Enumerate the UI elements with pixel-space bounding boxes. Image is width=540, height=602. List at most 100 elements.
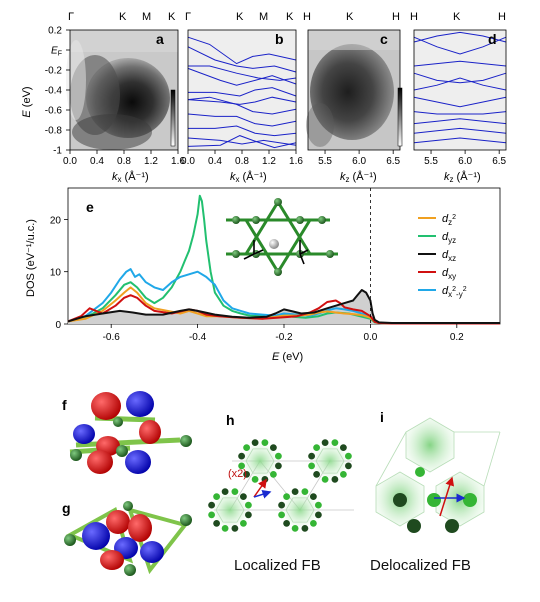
panel-i-letter: i bbox=[380, 409, 384, 425]
localized-ring-site bbox=[238, 452, 246, 460]
localized-ring-site bbox=[340, 444, 347, 451]
localized-ring-site bbox=[321, 476, 329, 483]
panel-a-x-tick-label: 0.8 bbox=[117, 156, 131, 167]
top-label-d-2: H bbox=[498, 11, 506, 23]
panel-b-band-10 bbox=[187, 135, 297, 149]
top-label-a-3: K bbox=[168, 11, 176, 23]
dos-x-axis-label: E (eV) bbox=[272, 351, 303, 363]
panel-b-band-6 bbox=[187, 96, 297, 115]
panel-i-red-arrow bbox=[439, 476, 455, 517]
panel-b-letter: b bbox=[275, 31, 284, 47]
panel-f: f bbox=[62, 391, 192, 474]
panel-a-x-tick-label: 1.6 bbox=[171, 156, 185, 167]
dos-series-yz-line bbox=[67, 194, 500, 325]
dyz-orbital-render bbox=[64, 501, 192, 576]
localized-ring-site bbox=[345, 462, 352, 470]
panel-c-arpes-intensity bbox=[306, 30, 400, 147]
localized-ring-site bbox=[238, 462, 246, 470]
dos-x-tick-label: 0.0 bbox=[363, 332, 377, 343]
legend-label-x: dx2-y2 bbox=[442, 285, 467, 299]
panel-h: h (x2) Localized FB bbox=[208, 412, 354, 574]
panel-d-frame bbox=[413, 29, 507, 151]
arpes-y-axis-label: E (eV) bbox=[21, 86, 33, 117]
panel-d-letter: d bbox=[488, 31, 497, 47]
localized-ring-site bbox=[245, 511, 252, 519]
localized-ring-site bbox=[331, 476, 339, 483]
panel-b-band-5 bbox=[187, 96, 297, 105]
localized-ring-site bbox=[221, 525, 229, 532]
panel-d-band-9 bbox=[413, 137, 507, 144]
panel-a-x-tick-label: 0.4 bbox=[90, 156, 104, 167]
dos-plot-frame bbox=[67, 187, 501, 325]
panel-i: i Delocalized FB bbox=[370, 409, 501, 574]
localized-ring-hexagon bbox=[245, 448, 275, 474]
legend-label-xy: dxy bbox=[442, 267, 456, 281]
panel-b-x-tick-label: 1.2 bbox=[262, 156, 276, 167]
localized-ring-site bbox=[240, 520, 247, 527]
localized-ring-site bbox=[310, 493, 317, 500]
localized-ring-site bbox=[243, 444, 251, 451]
localized-ring-site bbox=[213, 520, 221, 527]
localized-ring-site bbox=[221, 488, 229, 495]
localized-ring-site bbox=[231, 525, 239, 532]
panel-a-letter: a bbox=[156, 31, 164, 47]
panel-e-letter: e bbox=[86, 199, 94, 215]
localized-ring-site bbox=[275, 462, 282, 470]
localized-ring-site bbox=[275, 452, 282, 460]
dos-series-x-line bbox=[67, 268, 500, 325]
panel-d-x-tick-label: 6.5 bbox=[492, 156, 506, 167]
panel-b-x-tick-label: 0.4 bbox=[208, 156, 222, 167]
localized-ring-site bbox=[270, 444, 277, 451]
top-x-tick-labels: 0.0 0.4 0.8 1.2 1.60.0 0.4 0.8 1.2 1.6 5.5 6.0 6.5 5… bbox=[63, 150, 507, 167]
arpes-y-axis: 0.2 EF -0.2 -0.4 -0.6 -0.8 -1 E (eV) bbox=[21, 26, 70, 157]
localized-ring-site bbox=[301, 525, 309, 532]
localized-ring-hexagon bbox=[315, 448, 345, 474]
arpes-y-tick-label: -1 bbox=[53, 146, 62, 157]
dos-gray-area bbox=[68, 290, 500, 324]
top-label-b-2: M bbox=[259, 11, 268, 23]
dos-axis-ticks: -0.6 -0.4 -0.2 0.0 0.2 0 10 20 bbox=[50, 215, 464, 343]
panel-d-band-4 bbox=[413, 77, 507, 91]
dos-y-tick-label: 0 bbox=[55, 320, 61, 331]
localized-ring-site bbox=[208, 511, 216, 519]
legend-label-xz: dxz bbox=[442, 249, 456, 263]
localized-ring-site bbox=[331, 439, 339, 446]
panel-e: -0.6 -0.4 -0.2 0.0 0.2 0 10 20 e DOS (eV⁻¹/u.c.… bbox=[25, 187, 501, 363]
dos-legend: dz2 dyz dxz dxy dx2-y2 bbox=[418, 213, 467, 299]
arpes-y-tick-label: EF bbox=[51, 46, 62, 58]
panel-d-x-axis-label: kz (Å⁻¹) bbox=[444, 170, 481, 184]
panel-d-band-lines bbox=[413, 31, 507, 144]
localized-ring-site bbox=[308, 452, 315, 460]
dos-gray-fill bbox=[68, 290, 500, 324]
panel-c-x-tick-label: 6.0 bbox=[352, 156, 366, 167]
top-label-c-2: H bbox=[392, 11, 400, 23]
localized-ring-site bbox=[340, 471, 347, 478]
localized-hexagon-rings bbox=[208, 439, 352, 532]
top-label-d-1: K bbox=[453, 11, 461, 23]
top-label-b-0: Γ bbox=[185, 11, 191, 23]
local-axes-left bbox=[243, 240, 264, 260]
panel-h-letter: h bbox=[226, 412, 235, 428]
local-axes-right bbox=[299, 240, 309, 265]
arpes-y-tick-label: 0.2 bbox=[48, 26, 62, 37]
top-label-c-0: H bbox=[303, 11, 311, 23]
panel-d-band-7 bbox=[413, 118, 507, 125]
kagome-lattice-inset bbox=[226, 198, 338, 276]
panel-b-band-2 bbox=[188, 65, 297, 81]
dos-x-tick-label: -0.2 bbox=[275, 332, 293, 343]
panel-b-band-4 bbox=[188, 87, 297, 97]
panel-d-band-3 bbox=[413, 72, 507, 84]
panel-h-red-arrow bbox=[253, 478, 267, 498]
top-label-a-0: Γ bbox=[68, 11, 74, 23]
localized-ring-site bbox=[261, 439, 269, 446]
localized-ring-site bbox=[213, 493, 221, 500]
panel-c-colorbar bbox=[397, 87, 403, 147]
panel-b-band-7 bbox=[187, 113, 297, 127]
dos-x-tick-label: 0.2 bbox=[450, 332, 464, 343]
localized-ring-site bbox=[313, 471, 320, 478]
panel-b-x-tick-label: 0.8 bbox=[235, 156, 249, 167]
panel-b-band-9 bbox=[187, 137, 297, 146]
panel-d: d bbox=[413, 29, 507, 151]
localized-ring-site bbox=[283, 493, 290, 500]
panel-a: a bbox=[66, 29, 179, 151]
